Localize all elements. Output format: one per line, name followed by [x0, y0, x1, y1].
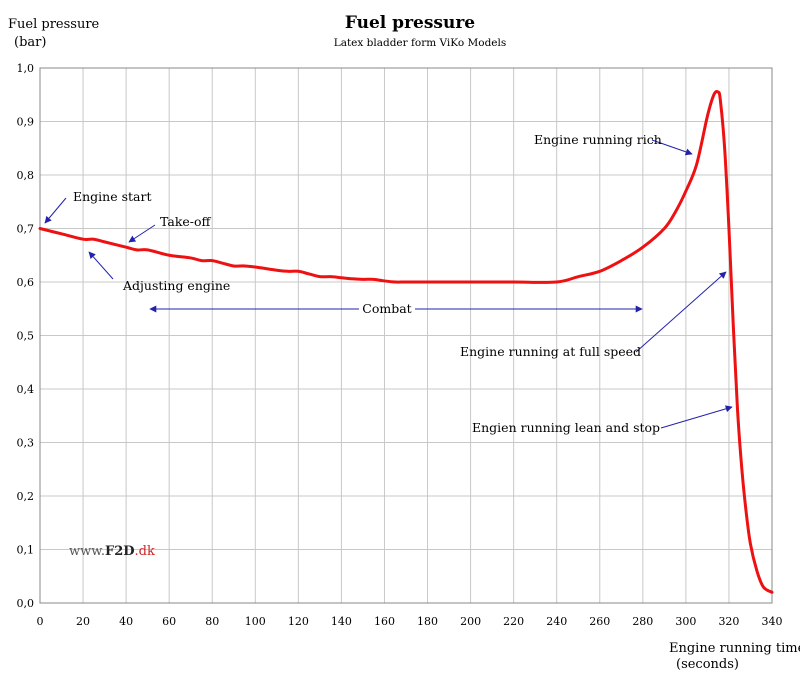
chart-subtitle: Latex bladder form ViKo Models — [334, 37, 507, 49]
x-tick-label: 80 — [205, 615, 219, 628]
plot-area — [39, 67, 773, 604]
y-axis-title-line1: Fuel pressure — [8, 17, 100, 32]
y-tick-label: 1,0 — [17, 62, 35, 75]
x-tick-label: 140 — [331, 615, 352, 628]
x-tick-label: 200 — [460, 615, 481, 628]
watermark-brand: F2D — [105, 544, 135, 559]
x-tick-labels: 0 20 40 60 80 100 120 140 160 180 200 220 240 260 280 3… — [37, 615, 783, 628]
chart-title: Fuel pressure — [345, 13, 475, 33]
annotation-arrows — [44, 139, 733, 429]
y-tick-label: 0,5 — [17, 330, 35, 343]
annotation-engine-start: Engine start — [73, 189, 152, 204]
y-tick-label: 0,6 — [17, 276, 35, 289]
annotation-lean-stop: Engien running lean and stop — [472, 420, 660, 435]
y-tick-label: 0,7 — [17, 223, 35, 236]
arrow-engine-rich — [651, 139, 693, 156]
x-tick-label: 180 — [417, 615, 438, 628]
arrow-engine-start — [44, 197, 67, 224]
x-tick-label: 240 — [546, 615, 567, 628]
watermark-prefix: www. — [69, 544, 105, 559]
watermark: www.F2D.dk — [69, 544, 155, 559]
x-axis-title-line1: Engine running time — [669, 641, 800, 656]
arrow-take-off — [128, 224, 156, 243]
annotation-adjusting-engine: Adjusting engine — [122, 278, 230, 293]
x-tick-label: 40 — [119, 615, 133, 628]
arrow-lean-stop — [660, 405, 733, 429]
y-tick-label: 0,1 — [17, 544, 35, 557]
x-axis-title-line2: (seconds) — [676, 657, 739, 672]
x-tick-label: 320 — [718, 615, 739, 628]
y-tick-label: 0,0 — [17, 597, 35, 610]
series-line-fuel-pressure — [38, 89, 774, 594]
x-tick-label: 120 — [288, 615, 309, 628]
x-tick-label: 280 — [632, 615, 653, 628]
y-tick-label: 0,2 — [17, 490, 35, 503]
watermark-suffix: .dk — [135, 544, 155, 559]
annotation-engine-rich: Engine running rich — [534, 132, 662, 147]
y-tick-label: 0,4 — [17, 383, 35, 396]
annotation-full-speed: Engine running at full speed — [460, 344, 641, 359]
gridlines — [39, 67, 773, 604]
x-tick-label: 340 — [762, 615, 783, 628]
x-tick-label: 20 — [76, 615, 90, 628]
x-tick-label: 260 — [589, 615, 610, 628]
x-tick-label: 60 — [162, 615, 176, 628]
annotation-take-off: Take-off — [160, 214, 212, 229]
x-tick-label: 0 — [37, 615, 44, 628]
y-axis-title-line2: (bar) — [14, 35, 46, 50]
x-tick-label: 100 — [245, 615, 266, 628]
x-tick-label: 300 — [675, 615, 696, 628]
x-tick-label: 220 — [503, 615, 524, 628]
y-tick-labels: 0,0 0,1 0,2 0,3 0,4 0,5 0,6 0,7 0,8 0,9 1,0 — [17, 62, 35, 610]
arrow-adjusting-engine — [88, 251, 114, 280]
arrow-full-speed — [635, 271, 727, 353]
x-tick-label: 160 — [374, 615, 395, 628]
annotation-combat: Combat — [362, 301, 411, 316]
y-tick-label: 0,9 — [17, 116, 35, 129]
y-tick-label: 0,8 — [17, 169, 35, 182]
y-tick-label: 0,3 — [17, 437, 35, 450]
